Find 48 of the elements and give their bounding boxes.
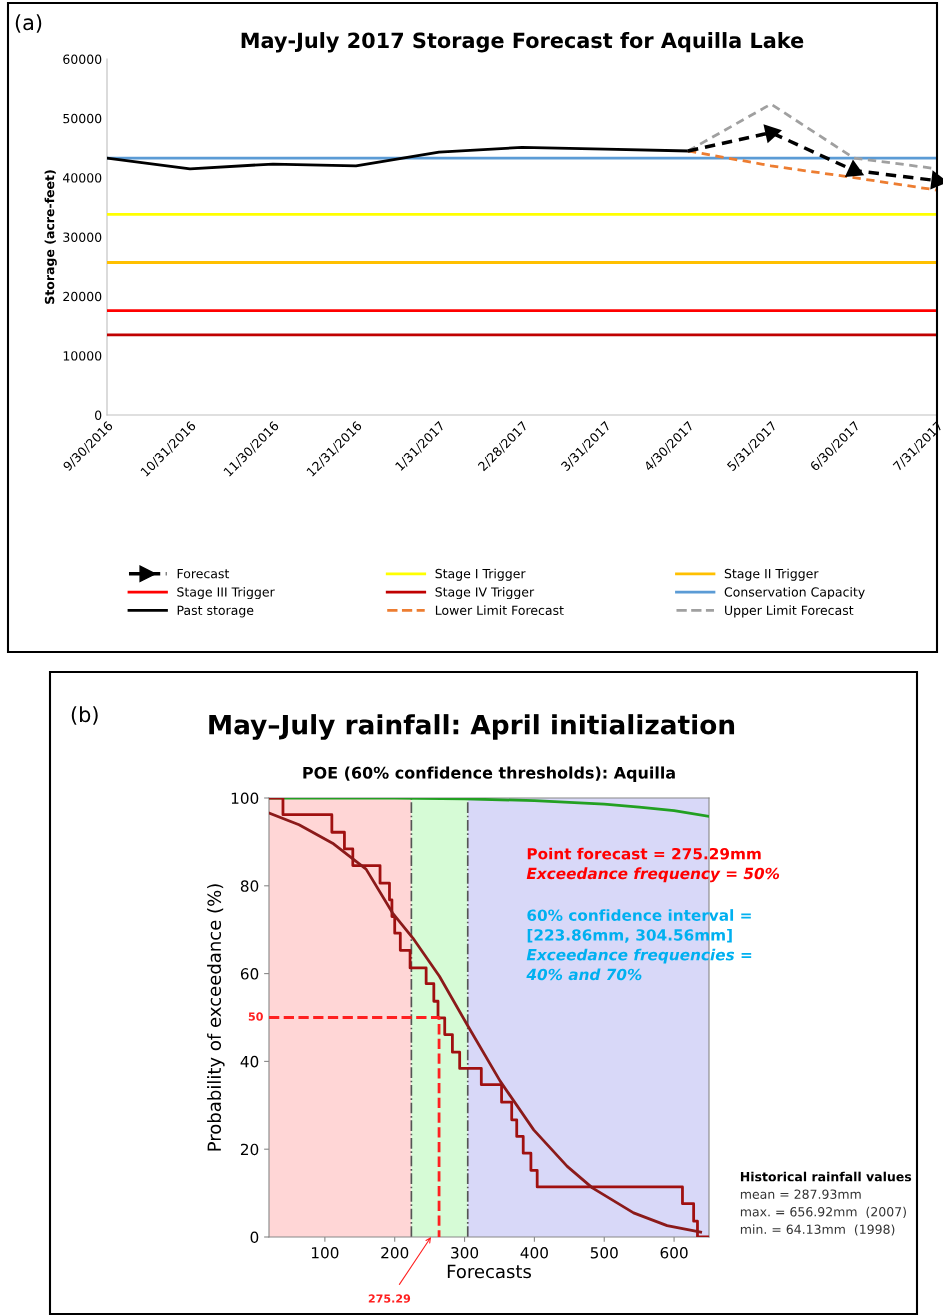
legend-label: Stage I Trigger [435, 568, 526, 581]
x-tick-label: 100 [311, 1246, 339, 1259]
y-tick-label: 100 [231, 792, 259, 805]
y-tick-label: 60 [240, 968, 259, 980]
annotation: 40% and 70% [526, 968, 642, 981]
legend-label: Stage II Trigger [724, 568, 819, 581]
annotation: Point forecast = 275.29mm [527, 847, 761, 860]
y-tick-label: 40 [240, 1055, 259, 1068]
y-tick-label: 50000 [63, 113, 102, 124]
annotation: [223.86mm, 304.56mm] [527, 928, 732, 943]
annotation: Exceedance frequencies = [526, 948, 752, 964]
text: Historical rainfall values [740, 1171, 912, 1182]
x-tick-label: 500 [590, 1246, 618, 1259]
y-tick-label: 0 [250, 1231, 259, 1244]
y-tick-label: 40000 [62, 173, 102, 183]
chart-subtitle: POE (60% confidence thresholds): Aquilla [303, 766, 675, 782]
y-tick-label: 20000 [63, 291, 102, 302]
chart-title: May–July rainfall: April initialization [209, 714, 735, 740]
legend-label: Lower Limit Forecast [435, 605, 564, 616]
chart-title: May-July 2017 Storage Forecast for Aquilla Lake [241, 32, 804, 53]
y-tick-label: 60000 [63, 54, 102, 64]
text: max. = 656.92mm (2007) [740, 1206, 906, 1218]
x-tick-label: 300 [451, 1246, 479, 1259]
legend-label: Forecast [177, 569, 230, 579]
x-tick-label: 200 [381, 1246, 409, 1259]
x-tick-label: 600 [660, 1246, 688, 1259]
x-axis-title: Forecasts [447, 1264, 532, 1279]
legend-label: Past storage [177, 605, 254, 618]
x-tick-label: 400 [520, 1246, 548, 1259]
annotation: 50 [248, 1012, 263, 1021]
y-tick-label: 0 [95, 410, 102, 420]
legend-label: Stage IV Trigger [435, 587, 535, 600]
text: min. = 64.13mm (1998) [740, 1224, 895, 1236]
annotation: 275.29 [368, 1294, 411, 1303]
y-axis-title: Probability of exceedance (%) [207, 884, 225, 1151]
legend-label: Upper Limit Forecast [725, 605, 854, 618]
text: (a) [15, 14, 42, 33]
annotation: Exceedance frequency = 50% [526, 867, 780, 883]
y-tick-label: 10000 [63, 351, 102, 361]
y-axis-title: Storage (acre-feet) [44, 170, 57, 304]
legend-label: Conservation Capacity [724, 587, 865, 600]
text: mean = 287.93mm [740, 1189, 861, 1199]
y-tick-label: 30000 [63, 232, 102, 242]
y-tick-label: 80 [240, 880, 259, 892]
legend-label: Stage III Trigger [177, 587, 275, 600]
annotation: 60% confidence interval = [527, 909, 751, 921]
y-tick-label: 20 [240, 1143, 259, 1156]
text: (b) [71, 706, 98, 725]
